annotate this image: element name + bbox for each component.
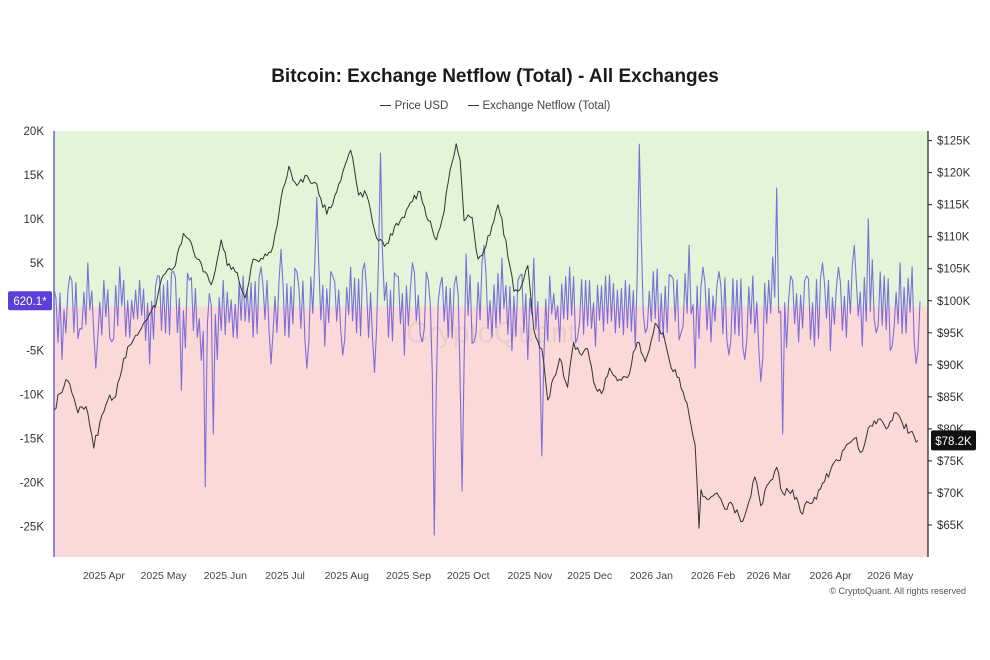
right-axis: $125K $120K $115K $110K $105K $100K $95K $90K $8… bbox=[928, 136, 971, 532]
legend-item-netflow[interactable]: Exchange Netflow (Total) bbox=[467, 100, 611, 112]
x-tick-label: 2026 Mar bbox=[747, 570, 792, 582]
right-tick-label: $85K bbox=[937, 392, 964, 404]
right-tick-label: $100K bbox=[937, 296, 971, 308]
left-tick-label: -15K bbox=[20, 433, 45, 445]
right-tick-label: $115K bbox=[937, 200, 970, 212]
right-tick-label: $125K bbox=[937, 136, 971, 148]
right-tick-label: $70K bbox=[937, 488, 964, 500]
right-tick-label: $65K bbox=[937, 520, 964, 532]
x-tick-label: 2026 Jan bbox=[630, 570, 673, 582]
x-tick-label: 2025 Apr bbox=[83, 570, 126, 582]
left-tick-label: -20K bbox=[20, 477, 45, 489]
price-value-badge: $78.2K bbox=[931, 430, 976, 451]
positive-band bbox=[54, 131, 928, 307]
x-tick-label: 2025 May bbox=[141, 570, 188, 582]
chart-title: Bitcoin: Exchange Netflow (Total) - All … bbox=[271, 66, 719, 87]
left-tick-label: 5K bbox=[30, 258, 44, 270]
x-tick-label: 2026 May bbox=[867, 570, 914, 582]
x-tick-label: 2025 Jul bbox=[265, 570, 305, 582]
x-tick-label: 2025 Aug bbox=[325, 570, 370, 582]
x-tick-label: 2025 Dec bbox=[567, 570, 612, 582]
legend-swatch-netflow bbox=[467, 105, 479, 107]
x-tick-label: 2025 Nov bbox=[507, 570, 553, 582]
left-tick-label: 20K bbox=[24, 126, 45, 138]
left-tick-label: 10K bbox=[24, 214, 45, 226]
x-axis: 2025 Apr 2025 May 2025 Jun 2025 Jul 2025 Aug… bbox=[83, 570, 914, 582]
left-axis: 20K 15K 10K 5K -5K -10K -15K -20K -25K bbox=[20, 126, 45, 533]
right-tick-label: $95K bbox=[937, 328, 964, 340]
netflow-badge-label: 620.1* bbox=[13, 296, 47, 308]
copyright-footer: © CryptoQuant. All rights reserved bbox=[829, 586, 966, 596]
legend-label-price: Price USD bbox=[394, 100, 449, 112]
left-tick-label: -5K bbox=[26, 346, 44, 358]
series-line-netflow[interactable] bbox=[53, 143, 921, 536]
right-tick-label: $110K bbox=[937, 232, 970, 244]
right-tick-label: $105K bbox=[937, 264, 971, 276]
series-line-price[interactable] bbox=[53, 143, 919, 529]
legend-swatch-price bbox=[379, 105, 391, 107]
right-tick-label: $75K bbox=[937, 456, 964, 468]
netflow-badge-bg bbox=[8, 291, 52, 311]
left-tick-label: -25K bbox=[20, 521, 45, 533]
x-tick-label: 2025 Oct bbox=[447, 570, 490, 582]
right-tick-label: $90K bbox=[937, 360, 964, 372]
legend-item-price[interactable]: Price USD bbox=[379, 100, 452, 112]
right-tick-label: $120K bbox=[937, 168, 971, 180]
price-badge-bg bbox=[931, 430, 976, 451]
x-tick-label: 2026 Apr bbox=[810, 570, 853, 582]
left-tick-label: -10K bbox=[20, 390, 45, 402]
x-tick-label: 2025 Sep bbox=[386, 570, 431, 582]
price-badge-label: $78.2K bbox=[935, 436, 972, 448]
left-tick-label: 15K bbox=[24, 170, 45, 182]
netflow-value-badge: 620.1* bbox=[8, 291, 52, 311]
chart-legend: Price USD Exchange Netflow (Total) bbox=[0, 100, 990, 112]
x-tick-label: 2026 Feb bbox=[691, 570, 736, 582]
x-tick-label: 2025 Jun bbox=[204, 570, 247, 582]
legend-label-netflow: Exchange Netflow (Total) bbox=[482, 100, 611, 112]
